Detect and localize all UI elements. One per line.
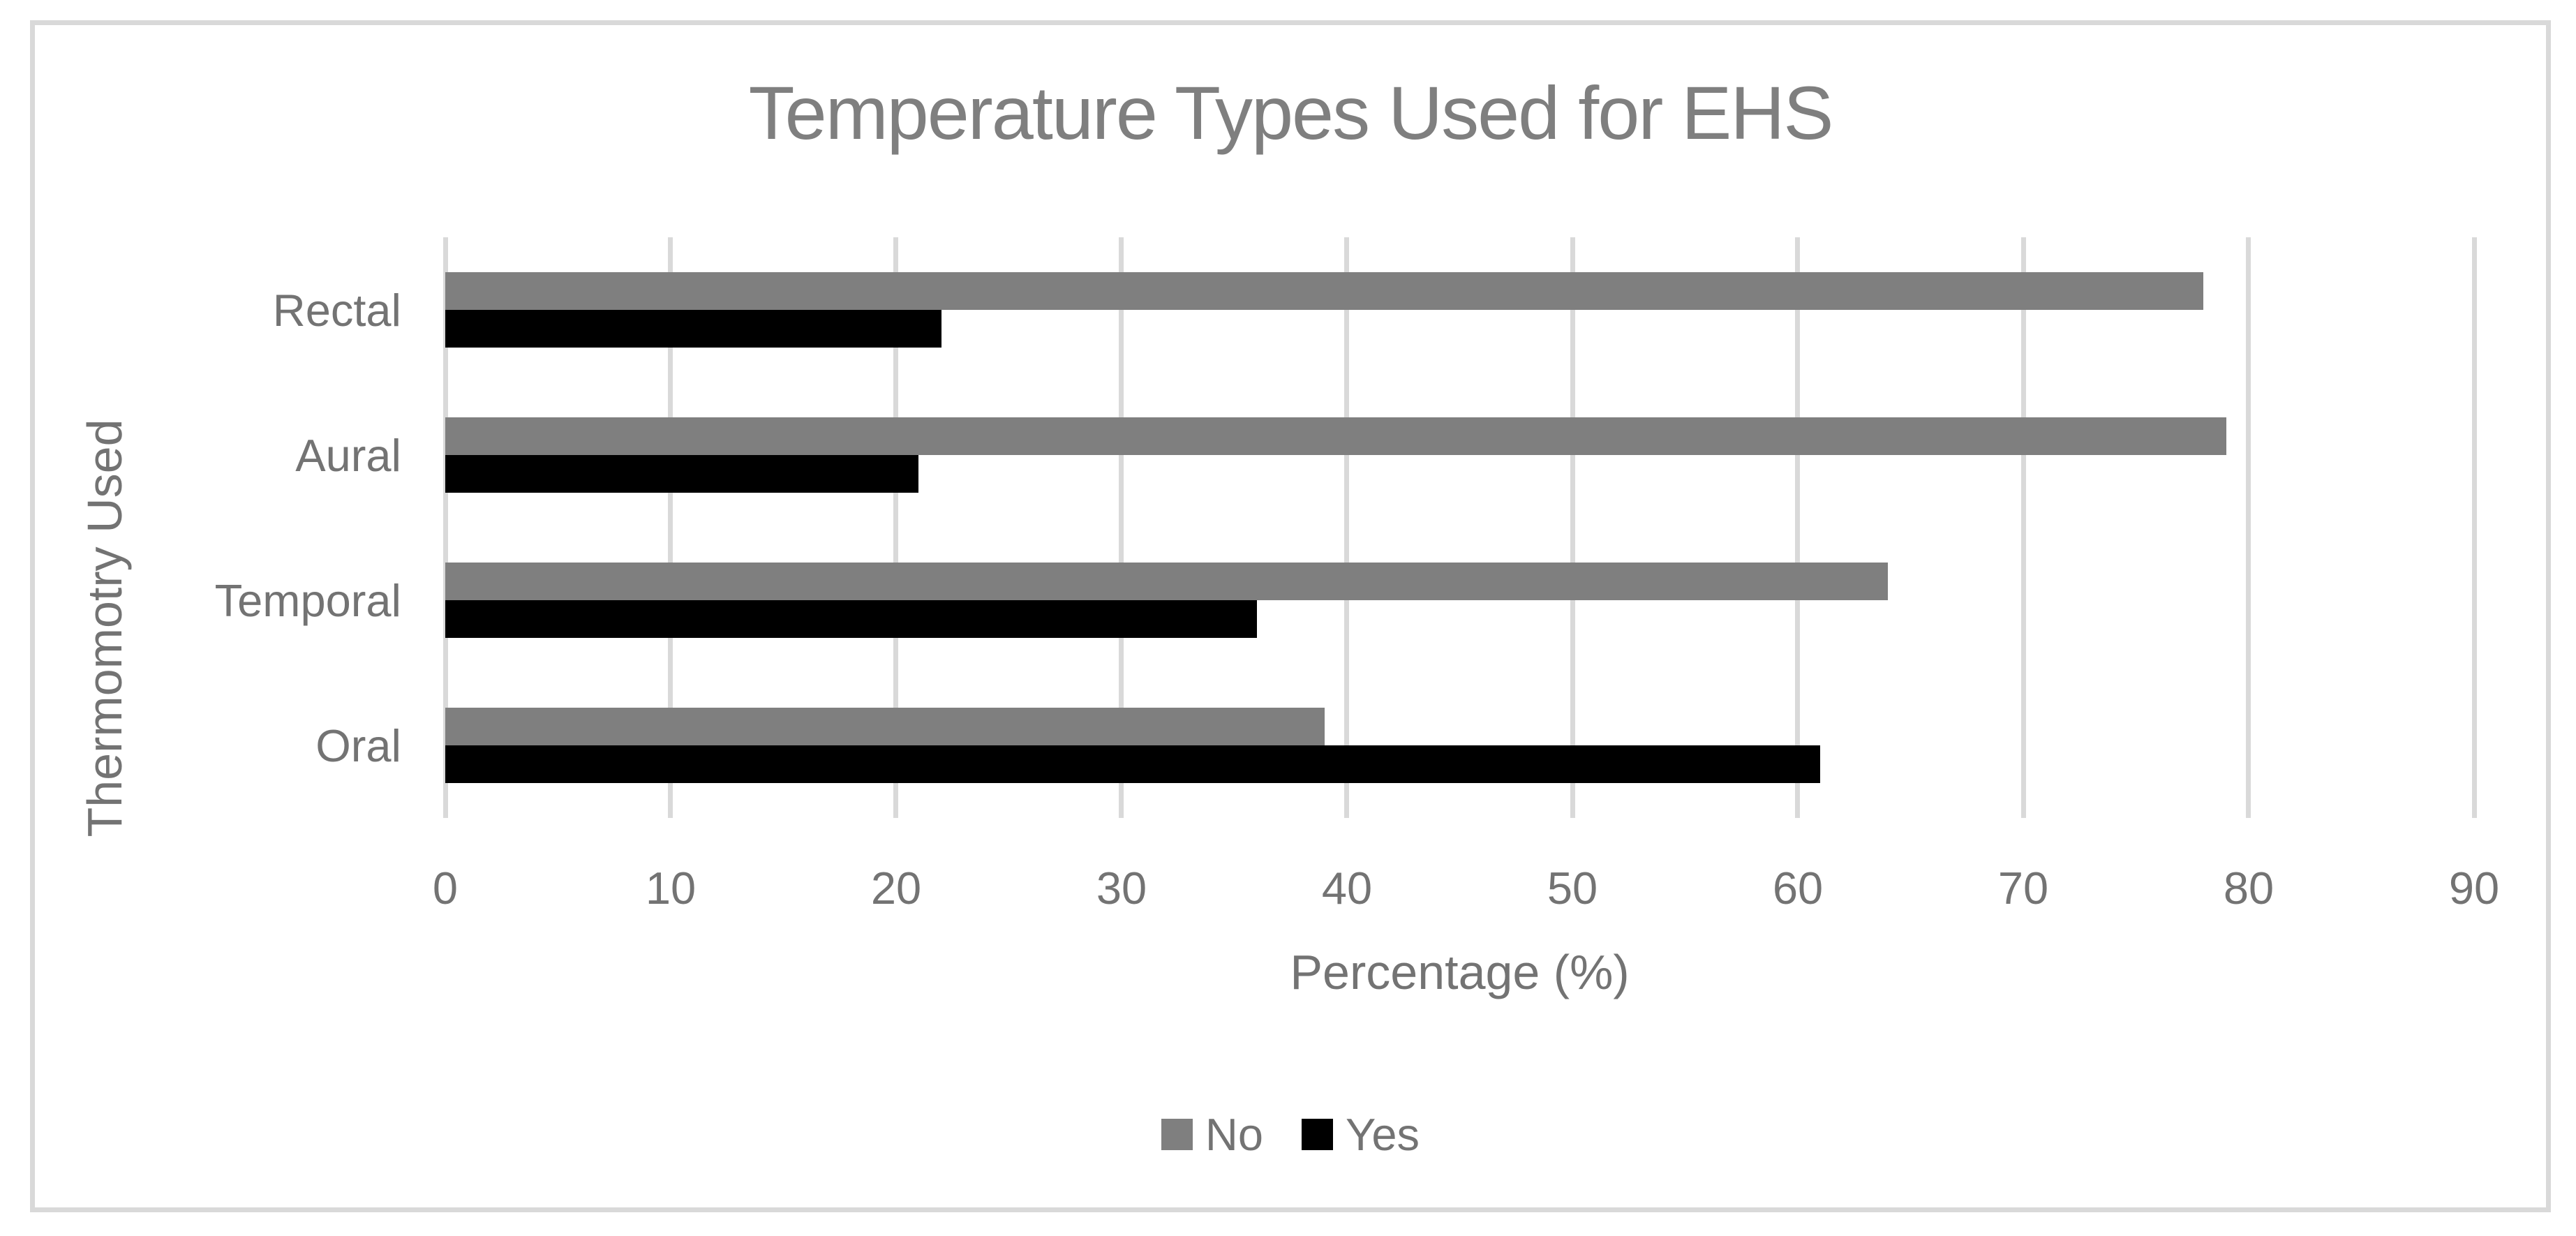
- bar-oral-yes: [445, 745, 1821, 783]
- plot-area: [442, 237, 2477, 818]
- legend-swatch-yes: [1302, 1118, 1334, 1150]
- gridline-40: [1344, 237, 1350, 818]
- bar-oral-no: [445, 708, 1325, 745]
- x-axis-title: Percentage (%): [1290, 945, 1630, 999]
- gridline-60: [1795, 237, 1801, 818]
- chart-frame-border: [30, 20, 2551, 1212]
- gridline-20: [893, 237, 899, 818]
- x-tick-label-20: 20: [870, 863, 922, 914]
- category-label-temporal: Temporal: [214, 574, 401, 626]
- x-tick-label-70: 70: [1997, 863, 2049, 914]
- legend-item-yes: Yes: [1302, 1108, 1420, 1161]
- x-tick-label-60: 60: [1772, 863, 1824, 914]
- category-label-aural: Aural: [295, 429, 401, 481]
- category-label-rectal: Rectal: [272, 284, 401, 336]
- gridline-70: [2020, 237, 2026, 818]
- x-axis-tick-labels: 0 10 20 30 40 50 60 70 80 90: [433, 863, 2499, 920]
- bar-temporal-no: [445, 563, 1889, 600]
- gridline-80: [2246, 237, 2251, 818]
- x-tick-label-30: 30: [1096, 863, 1147, 914]
- x-tick-label-80: 80: [2223, 863, 2275, 914]
- category-axis-labels: Rectal Aural Temporal Oral: [0, 237, 401, 818]
- gridline-30: [1119, 237, 1124, 818]
- legend: No Yes: [30, 1106, 2551, 1162]
- category-label-oral: Oral: [315, 720, 401, 771]
- gridline-50: [1570, 237, 1575, 818]
- legend-label-no: No: [1205, 1108, 1264, 1160]
- bar-aural-yes: [445, 455, 919, 493]
- x-tick-label-0: 0: [432, 863, 459, 914]
- x-tick-label-40: 40: [1321, 863, 1373, 914]
- bar-rectal-no: [445, 272, 2204, 310]
- x-tick-label-90: 90: [2448, 863, 2500, 914]
- x-tick-label-10: 10: [645, 863, 697, 914]
- legend-swatch-no: [1161, 1118, 1193, 1150]
- gridline-0: [442, 237, 448, 818]
- legend-item-no: No: [1161, 1108, 1263, 1161]
- bar-aural-no: [445, 417, 2226, 455]
- bar-temporal-yes: [445, 600, 1257, 638]
- x-tick-label-50: 50: [1547, 863, 1598, 914]
- gridline-90: [2471, 237, 2477, 818]
- bar-rectal-yes: [445, 310, 941, 348]
- gridline-10: [668, 237, 673, 818]
- legend-label-yes: Yes: [1346, 1108, 1420, 1160]
- chart-title: Temperature Types Used for EHS: [748, 70, 1834, 155]
